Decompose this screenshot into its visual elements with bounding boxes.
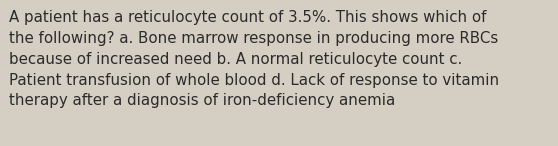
Text: A patient has a reticulocyte count of 3.5%. This shows which of
the following? a: A patient has a reticulocyte count of 3.… [9,10,499,108]
